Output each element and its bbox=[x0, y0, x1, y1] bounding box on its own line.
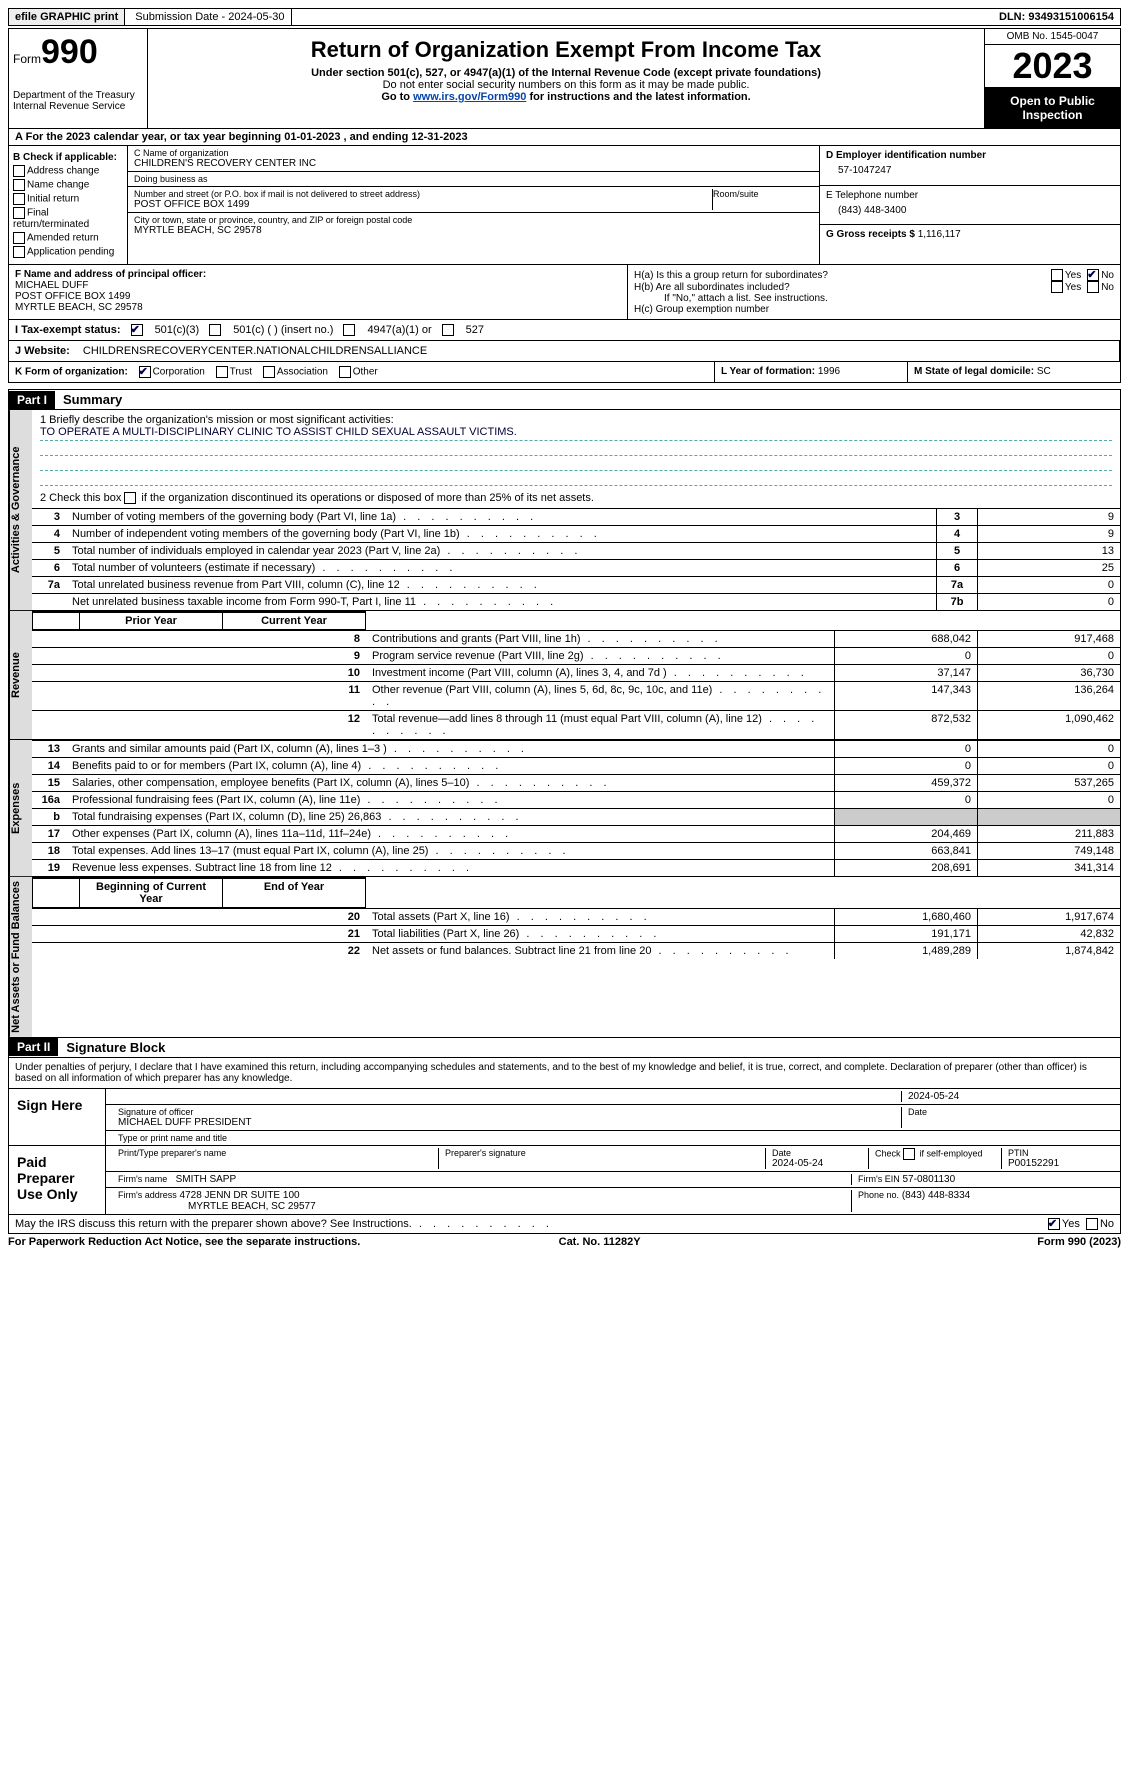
officer-name: MICHAEL DUFF bbox=[15, 280, 621, 291]
chk-initial-return[interactable] bbox=[13, 193, 25, 205]
city: MYRTLE BEACH, SC 29578 bbox=[134, 225, 813, 236]
chk-final-return[interactable] bbox=[13, 207, 25, 219]
ptin: P00152291 bbox=[1008, 1158, 1108, 1169]
declaration: Under penalties of perjury, I declare th… bbox=[9, 1058, 1120, 1089]
subtitle-2: Do not enter social security numbers on … bbox=[152, 79, 980, 91]
chk-ha-no[interactable] bbox=[1087, 269, 1099, 281]
part1-header: Part I Summary bbox=[8, 389, 1121, 410]
mission-text: TO OPERATE A MULTI-DISCIPLINARY CLINIC T… bbox=[40, 426, 1112, 441]
year-formation: 1996 bbox=[818, 366, 840, 377]
line-2: 2 Check this box if the organization dis… bbox=[40, 492, 1112, 504]
sign-here-label: Sign Here bbox=[9, 1089, 106, 1145]
form-title: Return of Organization Exempt From Incom… bbox=[152, 37, 980, 63]
firm-addr1: 4728 JENN DR SUITE 100 bbox=[180, 1190, 300, 1201]
dept-label: Department of the Treasury Internal Reve… bbox=[13, 90, 143, 112]
chk-corp[interactable] bbox=[139, 366, 151, 378]
box-f: F Name and address of principal officer:… bbox=[9, 265, 628, 319]
box-i: I Tax-exempt status: 501(c)(3) 501(c) ( … bbox=[8, 320, 1121, 341]
chk-self-employed[interactable] bbox=[903, 1148, 915, 1160]
vtab-governance: Activities & Governance bbox=[9, 410, 32, 610]
chk-other[interactable] bbox=[339, 366, 351, 378]
governance-table: 3Number of voting members of the governi… bbox=[32, 508, 1120, 610]
phone: (843) 448-3400 bbox=[826, 201, 1114, 216]
chk-trust[interactable] bbox=[216, 366, 228, 378]
vtab-net: Net Assets or Fund Balances bbox=[9, 877, 32, 1037]
chk-527[interactable] bbox=[442, 324, 454, 336]
footer: For Paperwork Reduction Act Notice, see … bbox=[8, 1236, 1121, 1248]
form-header: Form990 Department of the Treasury Inter… bbox=[8, 28, 1121, 129]
chk-501c3[interactable] bbox=[131, 324, 143, 336]
expenses-table: 13Grants and similar amounts paid (Part … bbox=[32, 740, 1120, 876]
section-expenses: Expenses 13Grants and similar amounts pa… bbox=[8, 740, 1121, 877]
org-name: CHILDREN'S RECOVERY CENTER INC bbox=[134, 158, 813, 169]
section-revenue: Revenue Prior YearCurrent Year 8Contribu… bbox=[8, 611, 1121, 740]
form-number: Form990 bbox=[13, 33, 143, 72]
box-c: C Name of organization CHILDREN'S RECOVE… bbox=[128, 146, 819, 264]
chk-app-pending[interactable] bbox=[13, 246, 25, 258]
street: POST OFFICE BOX 1499 bbox=[134, 199, 712, 210]
ein: 57-1047247 bbox=[826, 161, 1114, 176]
officer-signature: MICHAEL DUFF PRESIDENT bbox=[118, 1117, 895, 1128]
open-inspection: Open to Public Inspection bbox=[985, 88, 1120, 128]
tax-period: A For the 2023 calendar year, or tax yea… bbox=[8, 129, 1121, 146]
chk-hb-no[interactable] bbox=[1087, 281, 1099, 293]
domicile: SC bbox=[1037, 366, 1051, 377]
prep-date: 2024-05-24 bbox=[772, 1158, 862, 1169]
revenue-table: Prior YearCurrent Year 8Contributions an… bbox=[32, 611, 1120, 739]
chk-501c[interactable] bbox=[209, 324, 221, 336]
firm-phone: (843) 448-8334 bbox=[902, 1190, 970, 1201]
chk-amended[interactable] bbox=[13, 232, 25, 244]
section-net-assets: Net Assets or Fund Balances Beginning of… bbox=[8, 877, 1121, 1038]
discuss-row: May the IRS discuss this return with the… bbox=[8, 1215, 1121, 1234]
row-j: J Website: CHILDRENSRECOVERYCENTER.NATIO… bbox=[8, 341, 1121, 362]
box-b: B Check if applicable: Address change Na… bbox=[9, 146, 128, 264]
paid-preparer-label: Paid Preparer Use Only bbox=[9, 1146, 106, 1214]
firm-name: SMITH SAPP bbox=[176, 1174, 237, 1185]
row-fh: F Name and address of principal officer:… bbox=[8, 265, 1121, 320]
vtab-revenue: Revenue bbox=[9, 611, 32, 739]
box-h: H(a) Is this a group return for subordin… bbox=[628, 265, 1120, 319]
chk-address-change[interactable] bbox=[13, 165, 25, 177]
omb-number: OMB No. 1545-0047 bbox=[985, 29, 1120, 45]
firm-addr2: MYRTLE BEACH, SC 29577 bbox=[188, 1201, 316, 1212]
chk-name-change[interactable] bbox=[13, 179, 25, 191]
chk-discuss-no[interactable] bbox=[1086, 1218, 1098, 1230]
chk-discontinued[interactable] bbox=[124, 492, 136, 504]
tax-year: 2023 bbox=[985, 45, 1120, 88]
firm-ein: 57-0801130 bbox=[903, 1174, 956, 1185]
topbar: efile GRAPHIC print Submission Date - 20… bbox=[8, 8, 1121, 26]
chk-hb-yes[interactable] bbox=[1051, 281, 1063, 293]
net-assets-table: Beginning of Current YearEnd of Year 20T… bbox=[32, 877, 1120, 959]
entity-block: B Check if applicable: Address change Na… bbox=[8, 146, 1121, 265]
subtitle-3: Go to www.irs.gov/Form990 for instructio… bbox=[152, 91, 980, 103]
chk-ha-yes[interactable] bbox=[1051, 269, 1063, 281]
website: CHILDRENSRECOVERYCENTER.NATIONALCHILDREN… bbox=[83, 345, 427, 357]
chk-4947[interactable] bbox=[343, 324, 355, 336]
chk-assoc[interactable] bbox=[263, 366, 275, 378]
part2-header: Part II Signature Block bbox=[8, 1038, 1121, 1058]
signature-block: Under penalties of perjury, I declare th… bbox=[8, 1058, 1121, 1215]
sig-date: 2024-05-24 bbox=[908, 1091, 959, 1102]
subtitle-1: Under section 501(c), 527, or 4947(a)(1)… bbox=[152, 67, 980, 79]
gross-receipts: 1,116,117 bbox=[918, 229, 961, 240]
section-governance: Activities & Governance 1 Briefly descri… bbox=[8, 410, 1121, 611]
submission-date: Submission Date - 2024-05-30 bbox=[129, 9, 291, 25]
row-klm: K Form of organization: Corporation Trus… bbox=[8, 362, 1121, 383]
dln: DLN: 93493151006154 bbox=[993, 9, 1120, 25]
chk-discuss-yes[interactable] bbox=[1048, 1218, 1060, 1230]
efile-label[interactable]: efile GRAPHIC print bbox=[9, 9, 125, 25]
irs-link[interactable]: www.irs.gov/Form990 bbox=[413, 91, 526, 103]
vtab-expenses: Expenses bbox=[9, 740, 32, 876]
